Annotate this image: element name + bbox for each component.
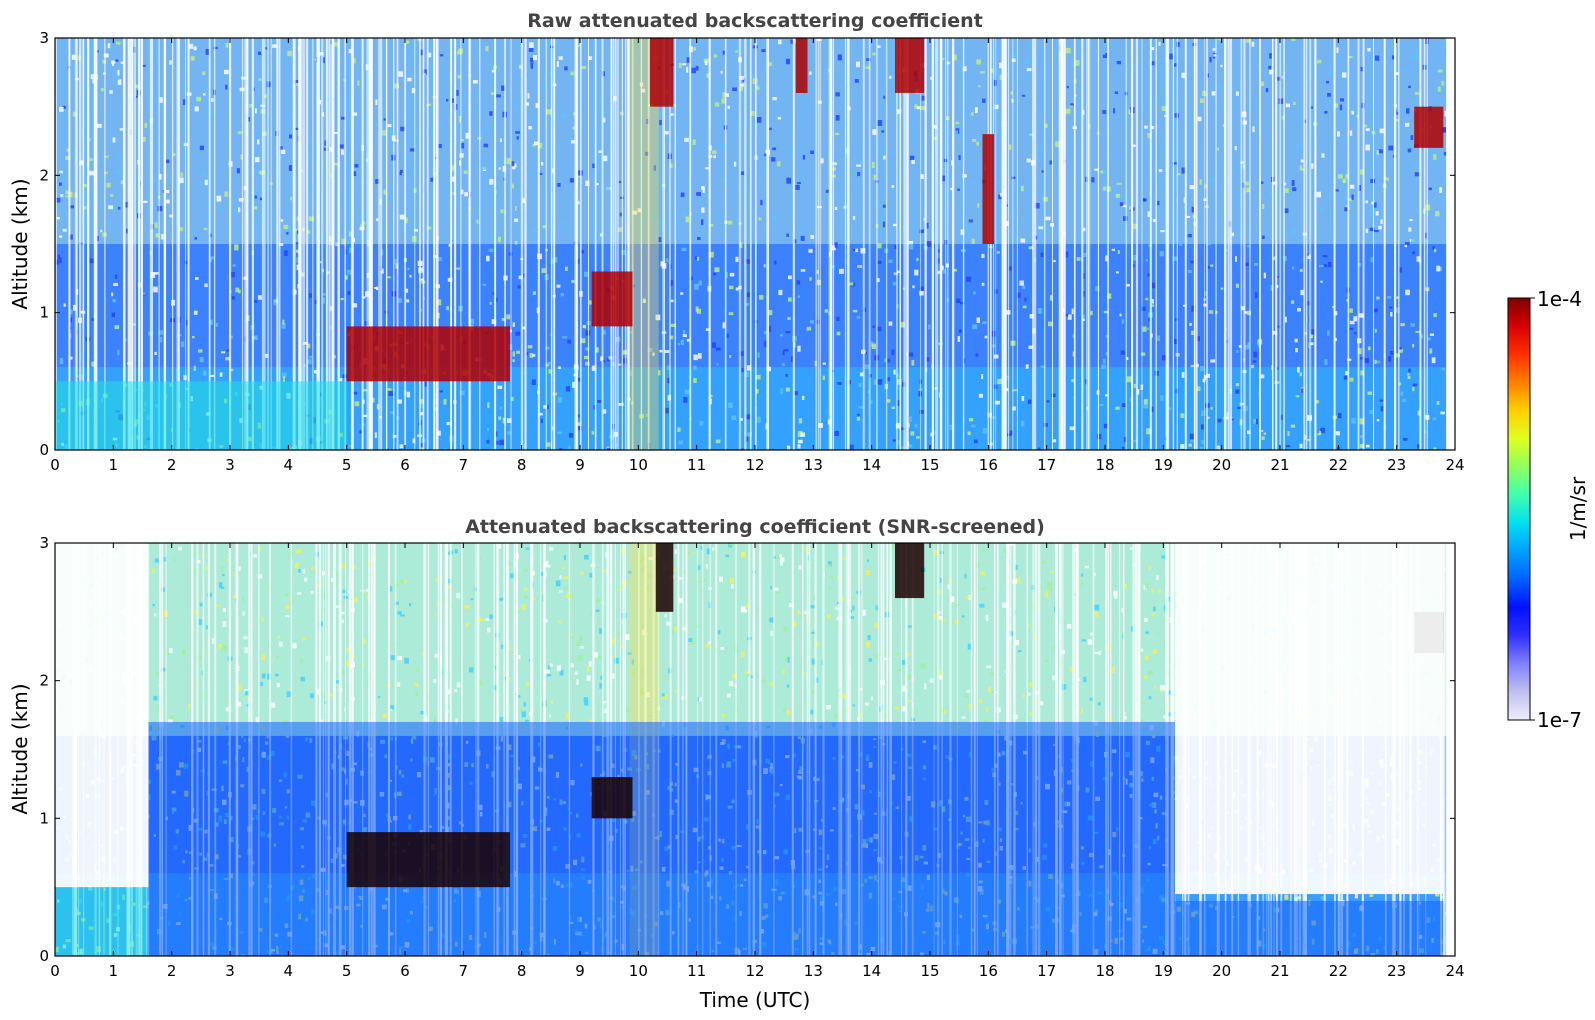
x-tick-label: 16 (979, 962, 998, 980)
heatmap-raw (55, 38, 1455, 450)
x-tick-label: 24 (1445, 962, 1464, 980)
x-tick-label: 16 (979, 456, 998, 474)
x-axis-screened: 0 1 2 3 4 5 6 7 8 9 10 11 12 13 14 15 16 17 18 19 20 21 22 23 24 (50, 543, 1465, 980)
x-tick-label: 12 (745, 456, 764, 474)
x-tick-label: 18 (1095, 962, 1114, 980)
x-tick-label: 13 (804, 456, 823, 474)
x-tick-label: 9 (575, 456, 585, 474)
x-tick-label: 10 (629, 962, 648, 980)
panel-raw: Raw attenuated backscattering coefficien… (8, 10, 1465, 474)
x-tick-label: 20 (1212, 456, 1231, 474)
x-tick-label: 22 (1329, 456, 1348, 474)
x-tick-label: 15 (920, 962, 939, 980)
x-tick-label: 22 (1329, 962, 1348, 980)
x-tick-label: 13 (804, 962, 823, 980)
y-axis-raw: 0 1 2 3 (39, 29, 1455, 459)
colorbar-unit-label: 1/m/sr (1566, 476, 1590, 541)
y-axis-screened: 0 1 2 3 (39, 534, 1455, 965)
x-tick-label: 6 (400, 456, 410, 474)
heatmap-feature-raw-3 (650, 38, 674, 107)
y-tick-label: 1 (39, 809, 49, 827)
heatmap-feature-screened-1 (148, 721, 1175, 956)
y-axis-label-raw: Altitude (km) (8, 178, 32, 309)
x-tick-label: 1 (109, 456, 119, 474)
heatmap-feature-raw-2 (591, 271, 633, 327)
x-tick-label: 20 (1212, 962, 1231, 980)
heatmap-feature-raw-0 (55, 381, 347, 450)
colorbar-min-label: 1e-7 (1537, 708, 1582, 732)
x-tick-label: 6 (400, 962, 410, 980)
x-tick-label: 3 (225, 962, 235, 980)
x-tick-label: 2 (167, 962, 177, 980)
x-tick-label: 14 (862, 962, 881, 980)
heatmap-feature-screened-2 (346, 832, 510, 888)
x-tick-label: 3 (225, 456, 235, 474)
x-tick-label: 23 (1387, 962, 1406, 980)
x-tick-label: 12 (745, 962, 764, 980)
x-tick-label: 4 (284, 962, 294, 980)
x-tick-label: 18 (1095, 456, 1114, 474)
x-tick-label: 5 (342, 456, 352, 474)
x-tick-label: 11 (687, 456, 706, 474)
y-tick-label: 2 (39, 166, 49, 184)
heatmap-feature-screened-4 (655, 543, 674, 612)
x-tick-label: 1 (109, 962, 119, 980)
heatmap-feature-screened-5 (895, 543, 925, 599)
panel-screened: Attenuated backscattering coefficient (S… (8, 516, 1465, 1012)
heatmap-feature-raw-5 (895, 38, 925, 93)
x-tick-label: 23 (1387, 456, 1406, 474)
panel-screened-title: Attenuated backscattering coefficient (S… (465, 516, 1045, 538)
y-axis-label-screened: Altitude (km) (8, 683, 32, 814)
y-tick-label: 3 (39, 29, 49, 47)
heatmap-screened (55, 543, 1455, 956)
x-tick-label: 8 (517, 456, 527, 474)
heatmap-feature-raw-4 (795, 38, 808, 93)
colorbar: 1e-4 1e-7 1/m/sr (1507, 287, 1590, 732)
colorbar-max-label: 1e-4 (1537, 287, 1582, 311)
x-tick-label: 17 (1037, 456, 1056, 474)
y-tick-label: 3 (39, 534, 49, 552)
x-tick-label: 2 (167, 456, 177, 474)
x-tick-label: 8 (517, 962, 527, 980)
x-tick-label: 4 (284, 456, 294, 474)
x-tick-label: 7 (459, 962, 469, 980)
x-tick-label: 5 (342, 962, 352, 980)
x-tick-label: 24 (1445, 456, 1464, 474)
x-tick-label: 21 (1270, 456, 1289, 474)
x-tick-label: 19 (1154, 962, 1173, 980)
heatmap-feature-screened-6 (1175, 900, 1444, 956)
y-tick-label: 1 (39, 304, 49, 322)
x-tick-label: 0 (50, 456, 60, 474)
y-tick-label: 2 (39, 672, 49, 690)
heatmap-feature-raw-7 (1414, 106, 1444, 148)
panel-raw-title: Raw attenuated backscattering coefficien… (527, 10, 983, 32)
y-tick-label: 0 (39, 947, 49, 965)
colorbar-gradient (1507, 297, 1531, 721)
x-tick-label: 11 (687, 962, 706, 980)
x-tick-label: 10 (629, 456, 648, 474)
heatmap-feature-screened-3 (591, 777, 633, 819)
heatmap-feature-raw-6 (982, 134, 995, 244)
heatmap-feature-screened-0 (55, 887, 149, 956)
x-tick-label: 17 (1037, 962, 1056, 980)
x-axis-raw: 0 1 2 3 4 5 6 7 8 9 10 11 12 13 14 15 16 17 18 19 20 21 22 23 24 (50, 38, 1465, 474)
y-tick-label: 0 (39, 441, 49, 459)
x-tick-label: 15 (920, 456, 939, 474)
heatmap-feature-raw-1 (346, 326, 510, 382)
x-axis-label: Time (UTC) (699, 988, 811, 1012)
x-tick-label: 19 (1154, 456, 1173, 474)
x-tick-label: 9 (575, 962, 585, 980)
x-tick-label: 14 (862, 456, 881, 474)
x-tick-label: 21 (1270, 962, 1289, 980)
x-tick-label: 0 (50, 962, 60, 980)
x-tick-label: 7 (459, 456, 469, 474)
